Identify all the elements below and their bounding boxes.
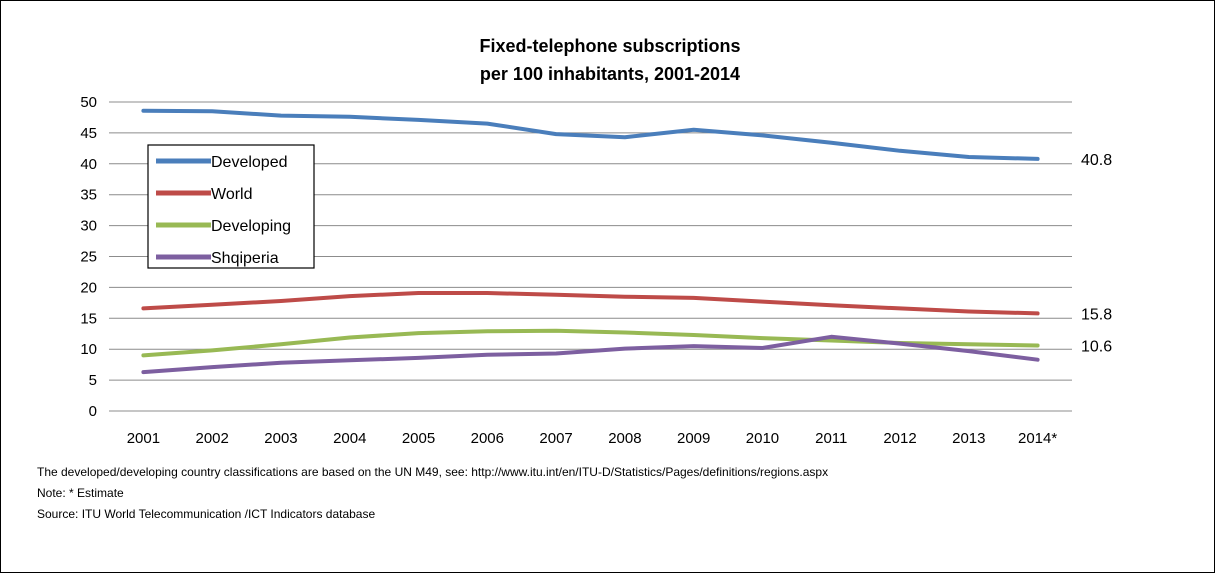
end-label-developed: 40.8 bbox=[1081, 152, 1112, 169]
legend-box bbox=[147, 144, 315, 269]
series-line-world bbox=[141, 291, 1040, 316]
y-tick-label: 20 bbox=[80, 279, 97, 296]
x-tick-label: 2009 bbox=[677, 430, 710, 447]
series-lines bbox=[141, 108, 1040, 375]
x-tick-label: 2011 bbox=[815, 430, 847, 447]
legend-label: World bbox=[211, 186, 253, 203]
x-tick-label: 2003 bbox=[264, 430, 297, 447]
x-tick-label: 2013 bbox=[952, 430, 985, 447]
chart-subtitle: per 100 inhabitants, 2001-2014 bbox=[480, 64, 740, 84]
x-tick-label: 2007 bbox=[539, 430, 572, 447]
y-tick-label: 5 bbox=[89, 372, 97, 389]
y-tick-label: 30 bbox=[80, 218, 97, 235]
x-tick-label: 2001 bbox=[127, 430, 160, 447]
x-tick-label: 2010 bbox=[746, 430, 779, 447]
end-labels: 40.8 15.8 10.6 bbox=[1081, 152, 1112, 356]
legend-label: Developed bbox=[211, 154, 288, 171]
y-tick-label: 35 bbox=[80, 187, 97, 204]
y-tick-label: 25 bbox=[80, 249, 97, 266]
y-tick-label: 10 bbox=[80, 341, 97, 358]
x-tick-label: 2005 bbox=[402, 430, 435, 447]
series-line-developed bbox=[141, 108, 1040, 161]
legend-label: Developing bbox=[211, 218, 291, 235]
chart-title: Fixed-telephone subscriptions bbox=[479, 36, 740, 56]
x-tick-label: 2014* bbox=[1018, 430, 1057, 447]
series-line-shqiperia bbox=[141, 334, 1040, 375]
x-axis-ticks: 2001 2002 2003 2004 2005 2006 2007 2008 2009 2010… bbox=[127, 430, 1058, 447]
y-tick-label: 50 bbox=[80, 94, 97, 111]
x-tick-label: 2004 bbox=[333, 430, 366, 447]
y-tick-label: 45 bbox=[80, 125, 97, 142]
classification-note: The developed/developing country classif… bbox=[37, 465, 829, 479]
end-label-world: 15.8 bbox=[1081, 306, 1112, 323]
legend: Developed World Developing Shqiperia bbox=[147, 144, 315, 269]
estimate-note: Note: * Estimate bbox=[37, 486, 124, 500]
x-tick-label: 2006 bbox=[471, 430, 504, 447]
legend-label: Shqiperia bbox=[211, 250, 279, 267]
y-tick-label: 15 bbox=[80, 310, 97, 327]
x-tick-label: 2012 bbox=[883, 430, 916, 447]
x-tick-label: 2002 bbox=[195, 430, 228, 447]
x-tick-label: 2008 bbox=[608, 430, 641, 447]
y-tick-label: 0 bbox=[89, 403, 97, 420]
end-label-developing: 10.6 bbox=[1081, 338, 1112, 355]
source-note: Source: ITU World Telecommunication /ICT… bbox=[37, 507, 376, 521]
y-axis-ticks: 0 5 10 15 20 25 30 35 40 45 50 bbox=[80, 94, 97, 420]
y-tick-label: 40 bbox=[80, 156, 97, 173]
